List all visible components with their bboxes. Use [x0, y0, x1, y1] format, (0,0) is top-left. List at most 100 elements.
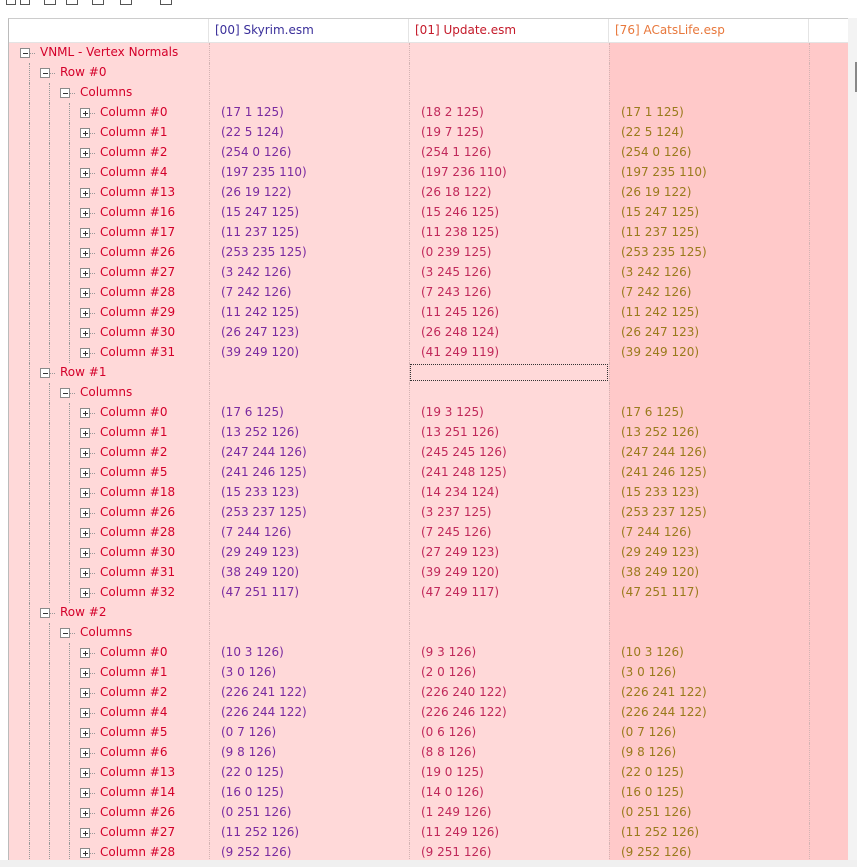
expand-button[interactable]	[80, 788, 90, 798]
cell-value[interactable]: (10 3 126)	[621, 645, 684, 659]
tree-row[interactable]: Column #4 (197 235 110) (197 236 110) (197 …	[9, 163, 848, 183]
tree-row[interactable]: Column #27 (3 242 126) (3 245 126) (3 242 1…	[9, 263, 848, 283]
cell-value[interactable]: (26 18 122)	[421, 185, 492, 199]
cell-value[interactable]: (2 0 126)	[421, 665, 477, 679]
expand-button[interactable]	[80, 528, 90, 538]
collapse-button[interactable]	[20, 48, 30, 58]
cell-value[interactable]: (9 8 126)	[621, 745, 677, 759]
expand-button[interactable]	[80, 568, 90, 578]
tree-row[interactable]: Columns	[9, 83, 848, 103]
cell-value[interactable]: (245 245 126)	[421, 445, 507, 459]
cell-value[interactable]: (41 249 119)	[421, 345, 500, 359]
tree-row[interactable]: Column #28 (9 252 126) (9 251 126) (9 252 1…	[9, 843, 848, 863]
cell-value[interactable]: (22 5 124)	[221, 125, 284, 139]
cell-value[interactable]: (241 246 125)	[221, 465, 307, 479]
cell-value[interactable]: (16 0 125)	[221, 785, 284, 799]
expand-button[interactable]	[80, 228, 90, 238]
tree-row[interactable]: VNML - Vertex Normals	[9, 43, 848, 63]
expand-button[interactable]	[80, 668, 90, 678]
cell-value[interactable]: (3 0 126)	[221, 665, 277, 679]
expand-button[interactable]	[80, 448, 90, 458]
cell-value[interactable]: (47 251 117)	[621, 585, 700, 599]
cell-value[interactable]: (9 8 126)	[221, 745, 277, 759]
cell-value[interactable]: (247 244 126)	[621, 445, 707, 459]
expand-button[interactable]	[80, 288, 90, 298]
expand-button[interactable]	[80, 808, 90, 818]
cell-value[interactable]: (241 246 125)	[621, 465, 707, 479]
tree-row[interactable]: Column #30 (26 247 123) (26 248 124) (26 24…	[9, 323, 848, 343]
tree-row[interactable]: Column #5 (241 246 125) (241 248 125) (241 …	[9, 463, 848, 483]
tree-row[interactable]: Column #32 (47 251 117) (47 249 117) (47 25…	[9, 583, 848, 603]
cell-value[interactable]: (1 249 126)	[421, 805, 492, 819]
cell-value[interactable]: (197 236 110)	[421, 165, 507, 179]
tree-row[interactable]: Column #29 (11 242 125) (11 245 126) (11 24…	[9, 303, 848, 323]
cell-value[interactable]: (11 249 126)	[421, 825, 500, 839]
cell-value[interactable]: (16 0 125)	[621, 785, 684, 799]
expand-button[interactable]	[80, 588, 90, 598]
tree-row[interactable]: Column #2 (247 244 126) (245 245 126) (247 …	[9, 443, 848, 463]
cell-value[interactable]: (8 8 126)	[421, 745, 477, 759]
cell-value[interactable]: (254 0 126)	[621, 145, 692, 159]
cell-value[interactable]: (226 240 122)	[421, 685, 507, 699]
expand-button[interactable]	[80, 548, 90, 558]
cell-value[interactable]: (17 6 125)	[621, 405, 684, 419]
cell-value[interactable]: (254 1 126)	[421, 145, 492, 159]
cell-value[interactable]: (226 244 122)	[221, 705, 307, 719]
tree-row[interactable]: Row #0	[9, 63, 848, 83]
tree-row[interactable]: Column #14 (16 0 125) (14 0 126) (16 0 125)	[9, 783, 848, 803]
cell-value[interactable]: (29 249 123)	[221, 545, 300, 559]
cell-value[interactable]: (38 249 120)	[621, 565, 700, 579]
cell-value[interactable]: (226 244 122)	[621, 705, 707, 719]
tree-row[interactable]: Column #1 (22 5 124) (19 7 125) (22 5 124)	[9, 123, 848, 143]
cell-value[interactable]: (18 2 125)	[421, 105, 484, 119]
expand-button[interactable]	[80, 188, 90, 198]
tree-row[interactable]: Column #26 (253 235 125) (0 239 125) (253 2…	[9, 243, 848, 263]
header-cell[interactable]: [76] ACatsLife.esp	[609, 19, 809, 42]
tree-row[interactable]: Column #0 (17 1 125) (18 2 125) (17 1 125)	[9, 103, 848, 123]
tree-row[interactable]: Columns	[9, 623, 848, 643]
header-cell[interactable]: [01] Update.esm	[409, 19, 609, 42]
cell-value[interactable]: (22 5 124)	[621, 125, 684, 139]
expand-button[interactable]	[80, 768, 90, 778]
cell-value[interactable]: (3 237 125)	[421, 505, 492, 519]
cell-value[interactable]: (11 237 125)	[221, 225, 300, 239]
cell-value[interactable]: (26 19 122)	[621, 185, 692, 199]
cell-value[interactable]: (226 241 122)	[621, 685, 707, 699]
cell-value[interactable]: (17 6 125)	[221, 405, 284, 419]
cell-value[interactable]: (7 243 126)	[421, 285, 492, 299]
tree-row[interactable]: Column #4 (226 244 122) (226 246 122) (226 …	[9, 703, 848, 723]
cell-value[interactable]: (17 1 125)	[621, 105, 684, 119]
cell-value[interactable]: (0 251 126)	[221, 805, 292, 819]
tree-row[interactable]: Column #31 (39 249 120) (41 249 119) (39 24…	[9, 343, 848, 363]
cell-value[interactable]: (26 247 123)	[221, 325, 300, 339]
cell-value[interactable]: (14 0 126)	[421, 785, 484, 799]
cell-value[interactable]: (39 249 120)	[421, 565, 500, 579]
collapse-button[interactable]	[40, 608, 50, 618]
cell-value[interactable]: (38 249 120)	[221, 565, 300, 579]
cell-value[interactable]: (7 244 126)	[621, 525, 692, 539]
tree-row[interactable]: Column #18 (15 233 123) (14 234 124) (15 23…	[9, 483, 848, 503]
cell-value[interactable]: (226 241 122)	[221, 685, 307, 699]
cell-value[interactable]: (15 233 123)	[621, 485, 700, 499]
expand-button[interactable]	[80, 268, 90, 278]
cell-value[interactable]: (3 242 126)	[221, 265, 292, 279]
cell-value[interactable]: (39 249 120)	[221, 345, 300, 359]
cell-value[interactable]: (9 252 126)	[621, 845, 692, 859]
collapse-button[interactable]	[60, 88, 70, 98]
collapse-button[interactable]	[60, 388, 70, 398]
collapse-button[interactable]	[40, 68, 50, 78]
expand-button[interactable]	[80, 248, 90, 258]
cell-value[interactable]: (197 235 110)	[221, 165, 307, 179]
cell-value[interactable]: (26 247 123)	[621, 325, 700, 339]
tree-row[interactable]: Column #26 (0 251 126) (1 249 126) (0 251 1…	[9, 803, 848, 823]
cell-value[interactable]: (7 242 126)	[621, 285, 692, 299]
tree-row[interactable]: Column #27 (11 252 126) (11 249 126) (11 25…	[9, 823, 848, 843]
cell-value[interactable]: (253 237 125)	[221, 505, 307, 519]
expand-button[interactable]	[80, 428, 90, 438]
cell-value[interactable]: (7 242 126)	[221, 285, 292, 299]
tree-row[interactable]: Column #28 (7 244 126) (7 245 126) (7 244 1…	[9, 523, 848, 543]
cell-value[interactable]: (7 245 126)	[421, 525, 492, 539]
cell-value[interactable]: (9 252 126)	[221, 845, 292, 859]
cell-value[interactable]: (22 0 125)	[221, 765, 284, 779]
tree-row[interactable]: Column #1 (13 252 126) (13 251 126) (13 252…	[9, 423, 848, 443]
